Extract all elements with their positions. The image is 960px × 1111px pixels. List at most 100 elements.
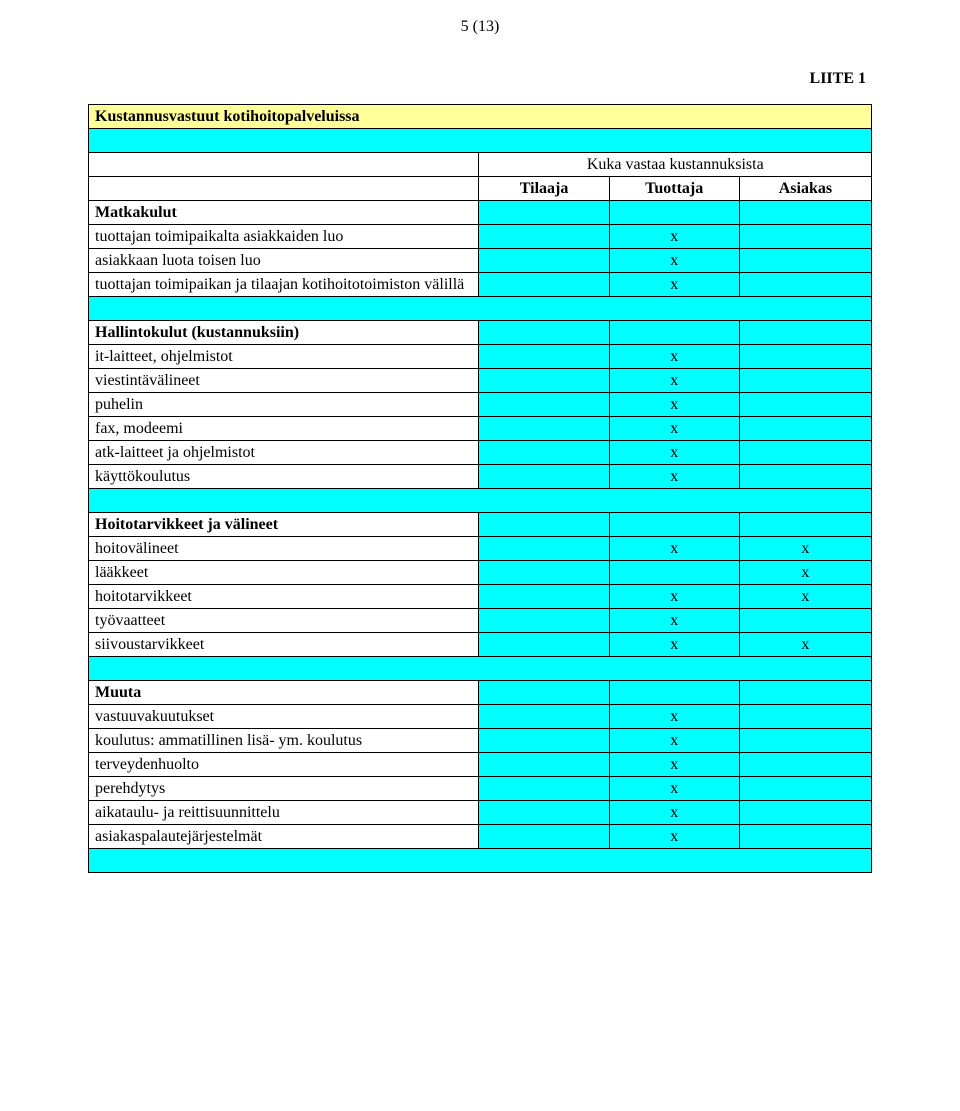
row-cell-tilaaja xyxy=(479,753,609,777)
cost-responsibility-table: Kustannusvastuut kotihoitopalveluissa Kuk… xyxy=(88,104,872,873)
row-cell-asiakas xyxy=(739,417,871,441)
row-cell-tuottaja: x xyxy=(609,369,739,393)
row-cell-tuottaja: x xyxy=(609,441,739,465)
col-header-asiakas: Asiakas xyxy=(739,177,871,201)
row-cell-asiakas: x xyxy=(739,585,871,609)
row-cell-tilaaja xyxy=(479,465,609,489)
section-spacer xyxy=(89,297,872,321)
section-heading: Muuta xyxy=(89,681,479,705)
row-cell-tuottaja: x xyxy=(609,249,739,273)
row-cell-asiakas xyxy=(739,801,871,825)
row-label: puhelin xyxy=(89,393,479,417)
row-cell-tuottaja: x xyxy=(609,825,739,849)
page-number: 5 (13) xyxy=(88,18,872,36)
row-cell-asiakas xyxy=(739,753,871,777)
trailing-spacer xyxy=(89,849,872,873)
row-cell-tuottaja: x xyxy=(609,705,739,729)
row-cell-tuottaja: x xyxy=(609,417,739,441)
row-label: asiakaspalautejärjestelmät xyxy=(89,825,479,849)
row-cell-tilaaja xyxy=(479,441,609,465)
row-cell-tilaaja xyxy=(479,369,609,393)
row-cell-tuottaja: x xyxy=(609,777,739,801)
row-label: fax, modeemi xyxy=(89,417,479,441)
row-cell-tilaaja xyxy=(479,777,609,801)
row-cell-asiakas xyxy=(739,249,871,273)
row-label: it-laitteet, ohjelmistot xyxy=(89,345,479,369)
document-page: 5 (13) LIITE 1 Kustannusvastuut kotihoit… xyxy=(0,0,960,913)
row-cell-tilaaja xyxy=(479,417,609,441)
row-cell-tilaaja xyxy=(479,345,609,369)
header-blank-cell xyxy=(89,177,479,201)
section-heading-cell xyxy=(479,321,609,345)
row-cell-tuottaja: x xyxy=(609,273,739,297)
row-cell-asiakas xyxy=(739,393,871,417)
section-heading-cell xyxy=(479,681,609,705)
row-cell-tilaaja xyxy=(479,609,609,633)
row-cell-asiakas xyxy=(739,777,871,801)
section-heading: Hallintokulut (kustannuksiin) xyxy=(89,321,479,345)
table-title: Kustannusvastuut kotihoitopalveluissa xyxy=(89,105,872,129)
row-cell-tilaaja xyxy=(479,705,609,729)
row-cell-tuottaja: x xyxy=(609,345,739,369)
row-label: tuottajan toimipaikan ja tilaajan kotiho… xyxy=(89,273,479,297)
row-cell-tuottaja xyxy=(609,561,739,585)
row-cell-tilaaja xyxy=(479,561,609,585)
row-cell-asiakas xyxy=(739,273,871,297)
section-spacer xyxy=(89,489,872,513)
row-label: lääkkeet xyxy=(89,561,479,585)
row-cell-tuottaja: x xyxy=(609,537,739,561)
row-cell-tuottaja: x xyxy=(609,801,739,825)
row-cell-asiakas: x xyxy=(739,561,871,585)
section-heading: Hoitotarvikkeet ja välineet xyxy=(89,513,479,537)
row-cell-tuottaja: x xyxy=(609,609,739,633)
section-heading-cell xyxy=(739,513,871,537)
spacer-row xyxy=(89,129,872,153)
row-label: työvaatteet xyxy=(89,609,479,633)
row-cell-tilaaja xyxy=(479,633,609,657)
attachment-label: LIITE 1 xyxy=(88,70,872,88)
col-header-tilaaja: Tilaaja xyxy=(479,177,609,201)
row-label: koulutus: ammatillinen lisä- ym. koulutu… xyxy=(89,729,479,753)
row-label: vastuuvakuutukset xyxy=(89,705,479,729)
row-cell-tilaaja xyxy=(479,537,609,561)
row-cell-asiakas xyxy=(739,345,871,369)
row-cell-tilaaja xyxy=(479,273,609,297)
row-label: perehdytys xyxy=(89,777,479,801)
section-heading-cell xyxy=(609,513,739,537)
row-cell-asiakas xyxy=(739,609,871,633)
row-cell-asiakas xyxy=(739,369,871,393)
row-cell-asiakas xyxy=(739,825,871,849)
row-label: viestintävälineet xyxy=(89,369,479,393)
section-heading-cell xyxy=(479,513,609,537)
row-cell-tuottaja: x xyxy=(609,225,739,249)
row-cell-tilaaja xyxy=(479,393,609,417)
row-cell-tuottaja: x xyxy=(609,753,739,777)
row-label: asiakkaan luota toisen luo xyxy=(89,249,479,273)
row-label: atk-laitteet ja ohjelmistot xyxy=(89,441,479,465)
section-heading-cell xyxy=(739,201,871,225)
row-cell-asiakas: x xyxy=(739,537,871,561)
responsibility-header: Kuka vastaa kustannuksista xyxy=(479,153,872,177)
row-cell-asiakas: x xyxy=(739,633,871,657)
row-cell-asiakas xyxy=(739,729,871,753)
section-heading-cell xyxy=(609,681,739,705)
row-label: siivoustarvikkeet xyxy=(89,633,479,657)
header-blank-cell xyxy=(89,153,479,177)
col-header-tuottaja: Tuottaja xyxy=(609,177,739,201)
section-heading-cell xyxy=(609,321,739,345)
section-spacer xyxy=(89,657,872,681)
row-cell-asiakas xyxy=(739,705,871,729)
row-cell-tuottaja: x xyxy=(609,465,739,489)
row-cell-tilaaja xyxy=(479,825,609,849)
row-cell-tilaaja xyxy=(479,801,609,825)
row-cell-tuottaja: x xyxy=(609,393,739,417)
row-cell-tuottaja: x xyxy=(609,585,739,609)
row-cell-tilaaja xyxy=(479,729,609,753)
row-label: hoitovälineet xyxy=(89,537,479,561)
section-heading-cell xyxy=(739,681,871,705)
section-heading: Matkakulut xyxy=(89,201,479,225)
row-cell-tilaaja xyxy=(479,225,609,249)
row-label: käyttökoulutus xyxy=(89,465,479,489)
row-label: tuottajan toimipaikalta asiakkaiden luo xyxy=(89,225,479,249)
row-label: hoitotarvikkeet xyxy=(89,585,479,609)
